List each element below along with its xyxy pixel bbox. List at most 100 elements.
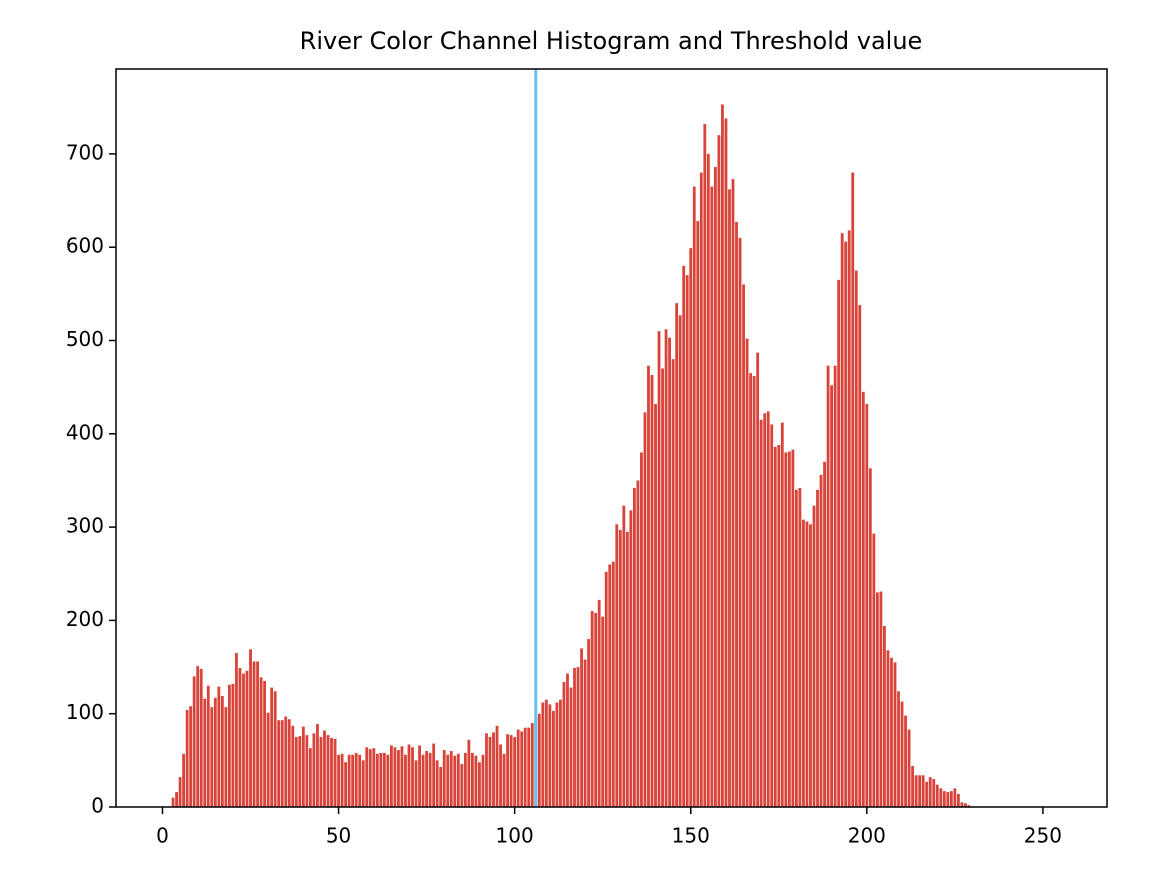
bar bbox=[640, 452, 643, 807]
bar bbox=[203, 698, 207, 807]
bar bbox=[287, 719, 291, 807]
bar bbox=[865, 403, 869, 807]
bar bbox=[365, 747, 369, 807]
bar bbox=[798, 487, 802, 807]
bar bbox=[805, 521, 809, 807]
x-tick-label: 50 bbox=[326, 824, 351, 848]
bar bbox=[411, 747, 414, 807]
y-tick-label: 300 bbox=[66, 514, 104, 538]
axes-frame bbox=[115, 68, 1108, 808]
bar bbox=[893, 662, 897, 807]
bar bbox=[713, 166, 717, 807]
bar bbox=[844, 241, 848, 807]
bar bbox=[956, 793, 960, 807]
bar bbox=[861, 391, 865, 807]
bar bbox=[379, 752, 383, 807]
bar bbox=[854, 270, 858, 807]
bar bbox=[256, 661, 259, 807]
bar bbox=[347, 754, 351, 807]
bar bbox=[960, 802, 964, 807]
bar bbox=[541, 702, 545, 807]
bar bbox=[636, 480, 640, 807]
bar bbox=[703, 124, 707, 808]
bar bbox=[875, 592, 879, 807]
bar bbox=[816, 489, 819, 807]
bar bbox=[520, 731, 524, 807]
bar bbox=[780, 422, 784, 807]
bar bbox=[942, 791, 946, 807]
y-tick-label: 600 bbox=[66, 234, 104, 258]
bar bbox=[949, 791, 953, 807]
bar bbox=[939, 788, 943, 807]
bar bbox=[372, 748, 376, 807]
bar bbox=[280, 720, 284, 807]
bar bbox=[587, 639, 591, 807]
bar bbox=[812, 505, 816, 807]
bar bbox=[178, 777, 182, 807]
bar bbox=[397, 750, 400, 807]
bar bbox=[671, 359, 675, 807]
bar bbox=[189, 706, 193, 807]
bar bbox=[358, 754, 362, 807]
bar bbox=[389, 745, 393, 807]
bar bbox=[749, 373, 753, 807]
bar bbox=[657, 331, 661, 807]
bar bbox=[319, 737, 323, 807]
bar bbox=[967, 805, 971, 807]
bar bbox=[548, 704, 552, 807]
bar bbox=[710, 186, 714, 808]
bar bbox=[918, 775, 922, 807]
bar bbox=[847, 230, 851, 808]
bar bbox=[206, 685, 210, 807]
y-tick-label: 500 bbox=[66, 327, 104, 351]
bar bbox=[928, 777, 932, 807]
bar bbox=[192, 676, 196, 807]
bar bbox=[386, 754, 390, 807]
bar bbox=[706, 153, 710, 807]
bar bbox=[647, 365, 650, 807]
bar bbox=[900, 701, 904, 807]
bar bbox=[594, 612, 598, 807]
bar bbox=[224, 707, 228, 807]
bar bbox=[516, 729, 520, 807]
bar bbox=[368, 749, 372, 807]
bar bbox=[555, 702, 559, 807]
bar bbox=[692, 186, 696, 808]
bar bbox=[435, 760, 439, 807]
bar bbox=[935, 784, 939, 807]
bar bbox=[911, 765, 915, 807]
bar bbox=[513, 737, 517, 807]
bar bbox=[770, 424, 774, 807]
bar bbox=[562, 681, 566, 807]
bar bbox=[819, 474, 823, 807]
bar bbox=[354, 752, 358, 807]
bar bbox=[196, 666, 200, 807]
bar bbox=[650, 375, 654, 807]
bar bbox=[238, 667, 242, 807]
y-tick-label: 100 bbox=[66, 700, 104, 724]
bar bbox=[559, 699, 562, 807]
bar bbox=[763, 413, 767, 807]
bar bbox=[858, 305, 862, 807]
bar bbox=[777, 444, 781, 807]
bar bbox=[414, 760, 418, 807]
bar bbox=[886, 650, 890, 807]
bar bbox=[735, 222, 738, 808]
bar bbox=[668, 337, 672, 807]
bar bbox=[301, 726, 305, 807]
bar bbox=[879, 591, 883, 807]
bar bbox=[569, 687, 573, 807]
bar bbox=[851, 172, 855, 808]
bar bbox=[492, 732, 495, 807]
bar bbox=[904, 715, 907, 807]
bar bbox=[826, 365, 830, 807]
bar bbox=[235, 653, 238, 807]
bar bbox=[897, 691, 900, 807]
y-tick-label: 0 bbox=[91, 794, 104, 818]
bar bbox=[632, 487, 636, 807]
bar bbox=[629, 510, 633, 807]
bar bbox=[277, 720, 281, 807]
bar bbox=[428, 752, 432, 807]
bar bbox=[890, 657, 893, 807]
